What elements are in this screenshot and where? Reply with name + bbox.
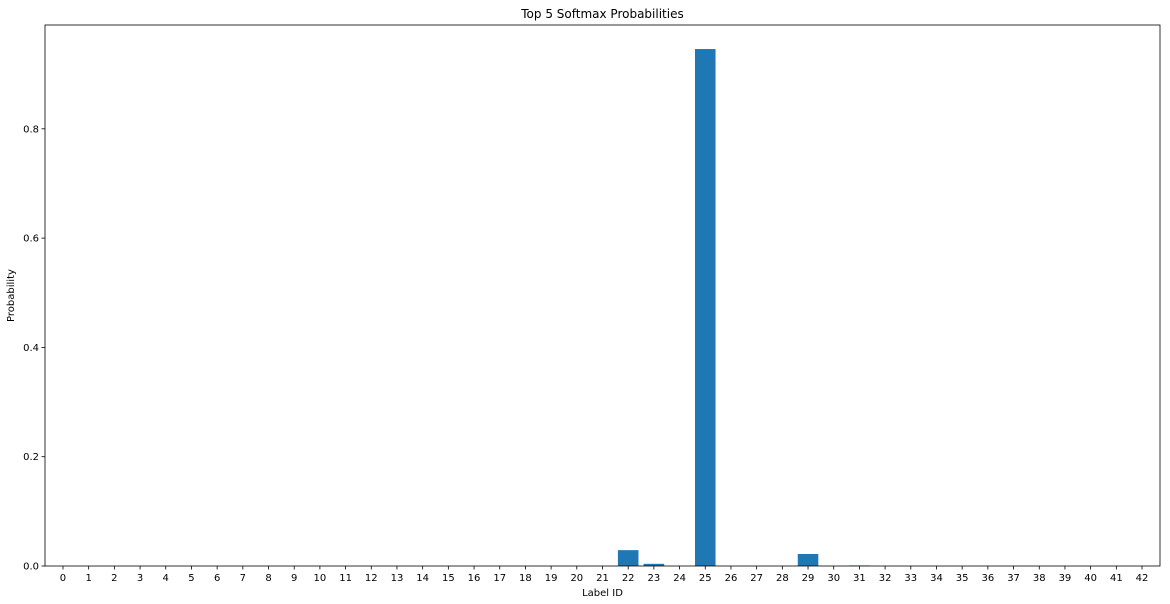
y-tick-label: 0.2 bbox=[23, 452, 39, 463]
x-tick-label: 38 bbox=[1033, 573, 1046, 584]
x-tick-label: 40 bbox=[1084, 573, 1097, 584]
x-tick-label: 6 bbox=[214, 573, 220, 584]
y-tick-label: 0.6 bbox=[23, 234, 39, 245]
x-tick-label: 29 bbox=[802, 573, 815, 584]
bar-25 bbox=[694, 49, 716, 567]
x-tick-label: 20 bbox=[570, 573, 583, 584]
x-tick-label: 36 bbox=[982, 573, 995, 584]
x-tick-label: 33 bbox=[904, 573, 917, 584]
x-tick-label: 34 bbox=[930, 573, 943, 584]
x-tick-label: 26 bbox=[725, 573, 738, 584]
x-axis-label: Label ID bbox=[582, 588, 623, 599]
x-axis: 0 1 2 3 4 5 6 7 8 9 10 11 12 13 14 15 16 17 18 19 20 21 22 23 24… bbox=[60, 566, 1149, 584]
bars-layer bbox=[617, 49, 870, 567]
x-tick-label: 17 bbox=[493, 573, 506, 584]
x-tick-label: 13 bbox=[391, 573, 404, 584]
x-tick-label: 7 bbox=[240, 573, 246, 584]
x-tick-label: 25 bbox=[699, 573, 712, 584]
x-tick-label: 16 bbox=[468, 573, 481, 584]
x-tick-label: 19 bbox=[545, 573, 558, 584]
x-tick-label: 11 bbox=[339, 573, 352, 584]
x-tick-label: 37 bbox=[1007, 573, 1020, 584]
x-tick-label: 24 bbox=[673, 573, 686, 584]
x-tick-label: 3 bbox=[137, 573, 143, 584]
chart-title: Top 5 Softmax Probabilities bbox=[520, 7, 683, 21]
x-tick-label: 35 bbox=[956, 573, 969, 584]
x-tick-label: 41 bbox=[1110, 573, 1123, 584]
x-tick-label: 1 bbox=[85, 573, 91, 584]
x-tick-label: 4 bbox=[163, 573, 169, 584]
x-tick-label: 0 bbox=[60, 573, 66, 584]
x-tick-label: 42 bbox=[1136, 573, 1149, 584]
x-tick-label: 30 bbox=[827, 573, 840, 584]
bar-23 bbox=[643, 563, 665, 566]
y-tick-label: 0.4 bbox=[23, 343, 39, 354]
x-tick-label: 23 bbox=[648, 573, 661, 584]
x-tick-label: 31 bbox=[853, 573, 866, 584]
x-tick-label: 15 bbox=[442, 573, 455, 584]
x-tick-label: 27 bbox=[750, 573, 763, 584]
x-tick-label: 9 bbox=[291, 573, 297, 584]
x-tick-label: 5 bbox=[188, 573, 194, 584]
bar-29 bbox=[797, 553, 819, 566]
x-tick-label: 21 bbox=[596, 573, 609, 584]
x-tick-label: 18 bbox=[519, 573, 532, 584]
x-tick-label: 22 bbox=[622, 573, 635, 584]
bar-22 bbox=[617, 550, 639, 566]
x-tick-label: 14 bbox=[416, 573, 429, 584]
x-tick-label: 8 bbox=[265, 573, 271, 584]
y-axis: 0.0 0.2 0.4 0.6 0.8 bbox=[23, 124, 45, 573]
y-axis-label: Probability bbox=[6, 269, 17, 322]
x-tick-label: 10 bbox=[314, 573, 327, 584]
y-tick-label: 0.0 bbox=[23, 562, 39, 573]
x-tick-label: 12 bbox=[365, 573, 378, 584]
x-tick-label: 32 bbox=[879, 573, 892, 584]
x-tick-label: 2 bbox=[111, 573, 117, 584]
y-tick-label: 0.8 bbox=[23, 124, 39, 135]
x-tick-label: 28 bbox=[776, 573, 789, 584]
x-tick-label: 39 bbox=[1059, 573, 1072, 584]
